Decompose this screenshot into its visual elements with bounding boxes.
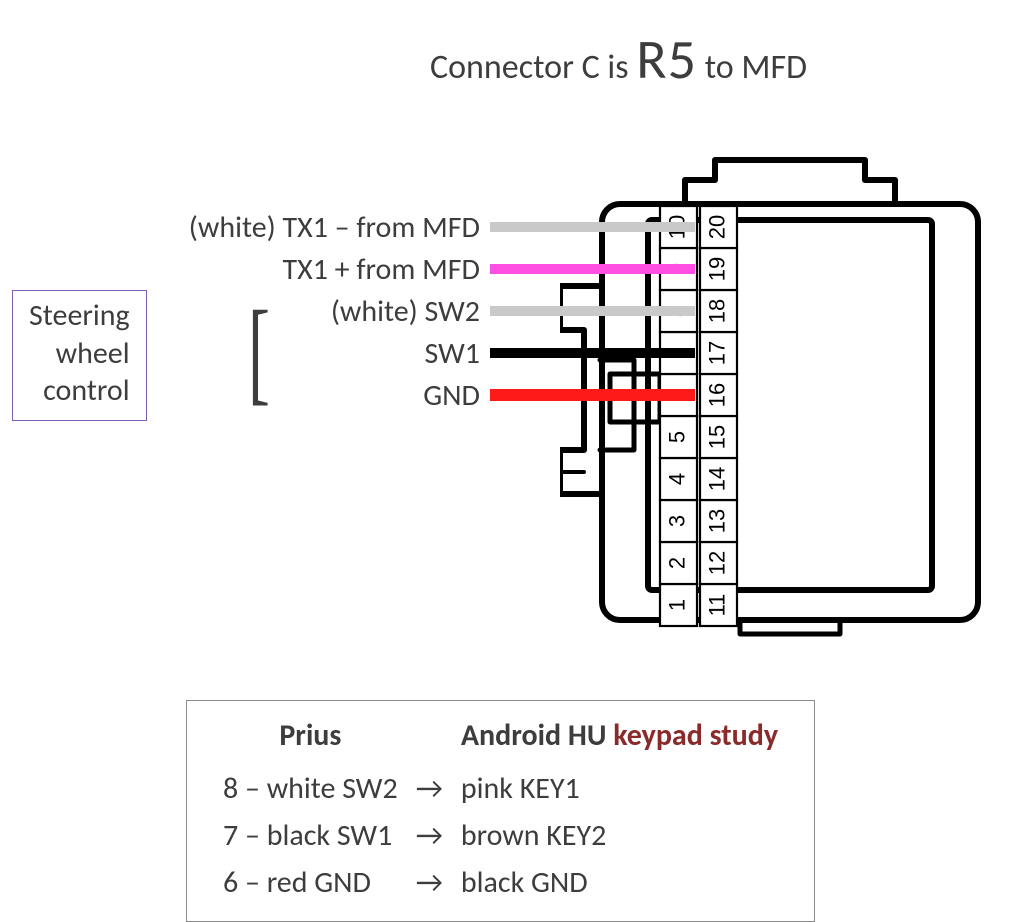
wire-label-9: TX1 + from MFD — [283, 251, 481, 288]
connector-pin-label-17: 17 — [704, 341, 729, 365]
legend-row: 6 – red GND→black GND — [215, 860, 786, 905]
connector-pin-label-16: 16 — [704, 383, 729, 407]
connector-pin-label-2: 2 — [664, 557, 689, 569]
connector-pin-label-18: 18 — [704, 299, 729, 323]
legend-hdr-right-a: Android HU — [461, 717, 613, 754]
legend-left: 8 – white SW2 — [215, 766, 406, 811]
page-title: Connector C is R5 to MFD — [430, 26, 807, 94]
legend-row: 8 – white SW2→pink KEY1 — [215, 766, 786, 811]
bracket-icon: [ — [248, 285, 270, 418]
swc-line1: Steering — [29, 297, 130, 335]
title-pre: Connector C is — [430, 47, 636, 88]
connector-pin-label-15: 15 — [704, 425, 729, 449]
legend-hdr-right-b: keypad study — [613, 717, 778, 754]
wire-6 — [490, 389, 695, 401]
wire-label-6: GND — [423, 377, 480, 414]
wire-label-8: (white) SW2 — [331, 293, 480, 330]
legend-right: brown KEY2 — [453, 813, 786, 858]
connector-pin-label-20: 20 — [704, 215, 729, 239]
wire-label-10: (white) TX1 – from MFD — [189, 209, 480, 246]
connector-pin-label-13: 13 — [704, 509, 729, 533]
connector-pin-label-14: 14 — [704, 467, 729, 491]
swc-line2: wheel — [29, 335, 130, 373]
connector-pin-label-1: 1 — [664, 599, 689, 611]
swc-line3: control — [29, 372, 130, 410]
connector-pin-label-11: 11 — [704, 594, 729, 617]
legend-left: 6 – red GND — [215, 860, 406, 905]
connector-pin-label-4: 4 — [664, 473, 689, 485]
wire-10 — [490, 222, 695, 232]
legend-left: 7 – black SW1 — [215, 813, 406, 858]
legend-hdr-right: Android HU keypad study — [453, 713, 786, 764]
legend-right: pink KEY1 — [453, 766, 786, 811]
wire-label-7: SW1 — [425, 335, 480, 372]
legend-row: 7 – black SW1→brown KEY2 — [215, 813, 786, 858]
legend-right: black GND — [453, 860, 786, 905]
legend-table: Prius Android HU keypad study 8 – white … — [213, 711, 788, 907]
arrow-icon: → — [408, 766, 451, 811]
title-big: R5 — [636, 26, 697, 94]
connector-pin-label-3: 3 — [664, 515, 689, 527]
connector-pin-label-19: 19 — [704, 257, 729, 281]
arrow-icon: → — [408, 813, 451, 858]
arrow-icon: → — [408, 860, 451, 905]
wire-7 — [490, 348, 695, 358]
wire-8 — [490, 306, 695, 316]
legend-box: Prius Android HU keypad study 8 – white … — [186, 700, 815, 922]
wire-9 — [490, 264, 695, 274]
connector-pin-label-5: 5 — [664, 431, 689, 443]
legend-hdr-left: Prius — [215, 713, 406, 764]
steering-wheel-control-label: Steering wheel control — [12, 290, 147, 421]
connector-pin-label-12: 12 — [704, 551, 729, 575]
title-post: to MFD — [697, 47, 807, 88]
